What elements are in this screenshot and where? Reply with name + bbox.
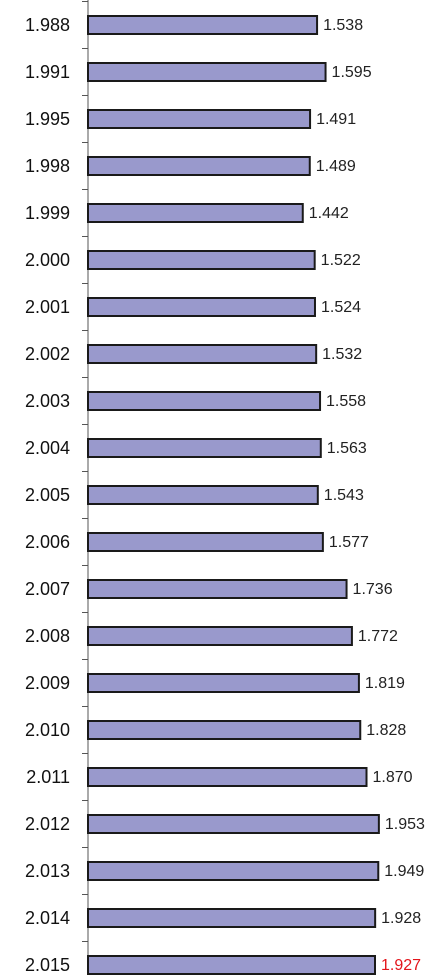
value-label: 1.491 <box>316 111 356 128</box>
bar <box>87 156 311 176</box>
bar <box>87 250 316 270</box>
value-label: 1.772 <box>358 628 398 645</box>
bar <box>87 297 316 317</box>
category-label: 2.003 <box>25 391 70 411</box>
bar <box>87 203 304 223</box>
category-label: 2.006 <box>25 532 70 552</box>
category-label: 1.988 <box>25 15 70 35</box>
value-label: 1.558 <box>326 393 366 410</box>
category-label: 2.004 <box>25 438 70 458</box>
bar <box>87 15 319 35</box>
category-label: 1.999 <box>25 203 70 223</box>
category-label: 2.013 <box>25 861 70 881</box>
category-label: 2.012 <box>25 814 70 834</box>
value-label: 1.524 <box>321 299 361 316</box>
bar <box>87 720 362 740</box>
value-label: 1.522 <box>321 252 361 269</box>
category-label: 2.009 <box>25 673 70 693</box>
bar <box>87 861 380 881</box>
value-label: 1.828 <box>366 722 406 739</box>
bar <box>87 438 322 458</box>
bar <box>87 62 327 82</box>
value-label: 1.927 <box>381 957 421 974</box>
value-label: 1.442 <box>309 205 349 222</box>
bar <box>87 767 368 787</box>
category-label: 2.010 <box>25 720 70 740</box>
bar <box>87 109 312 129</box>
category-label: 2.008 <box>25 626 70 646</box>
value-label: 1.870 <box>373 769 413 786</box>
category-label: 1.991 <box>25 62 70 82</box>
value-label: 1.595 <box>332 64 372 81</box>
category-label: 2.005 <box>25 485 70 505</box>
category-label: 1.995 <box>25 109 70 129</box>
value-label: 1.736 <box>353 581 393 598</box>
category-label: 2.007 <box>25 579 70 599</box>
category-label: 2.002 <box>25 344 70 364</box>
category-label: 2.014 <box>25 908 70 928</box>
value-label: 1.819 <box>365 675 405 692</box>
value-label: 1.949 <box>384 863 424 880</box>
bar <box>87 908 377 928</box>
value-label: 1.543 <box>324 487 364 504</box>
category-label: 2.011 <box>26 767 70 787</box>
bar <box>87 814 380 834</box>
value-label: 1.489 <box>316 158 356 175</box>
bar <box>87 626 353 646</box>
value-label: 1.953 <box>385 816 425 833</box>
value-label: 1.563 <box>327 440 367 457</box>
value-label: 1.577 <box>329 534 369 551</box>
bar <box>87 673 360 693</box>
bar <box>87 579 348 599</box>
category-label: 1.998 <box>25 156 70 176</box>
bar <box>87 485 319 505</box>
value-label: 1.928 <box>381 910 421 927</box>
bar <box>87 955 376 975</box>
category-label: 2.001 <box>25 297 70 317</box>
value-label: 1.532 <box>322 346 362 363</box>
category-label: 2.015 <box>25 955 70 975</box>
bar <box>87 532 324 552</box>
bar <box>87 344 318 364</box>
category-label: 2.000 <box>25 250 70 270</box>
bar <box>87 391 322 411</box>
value-label: 1.538 <box>323 17 363 34</box>
